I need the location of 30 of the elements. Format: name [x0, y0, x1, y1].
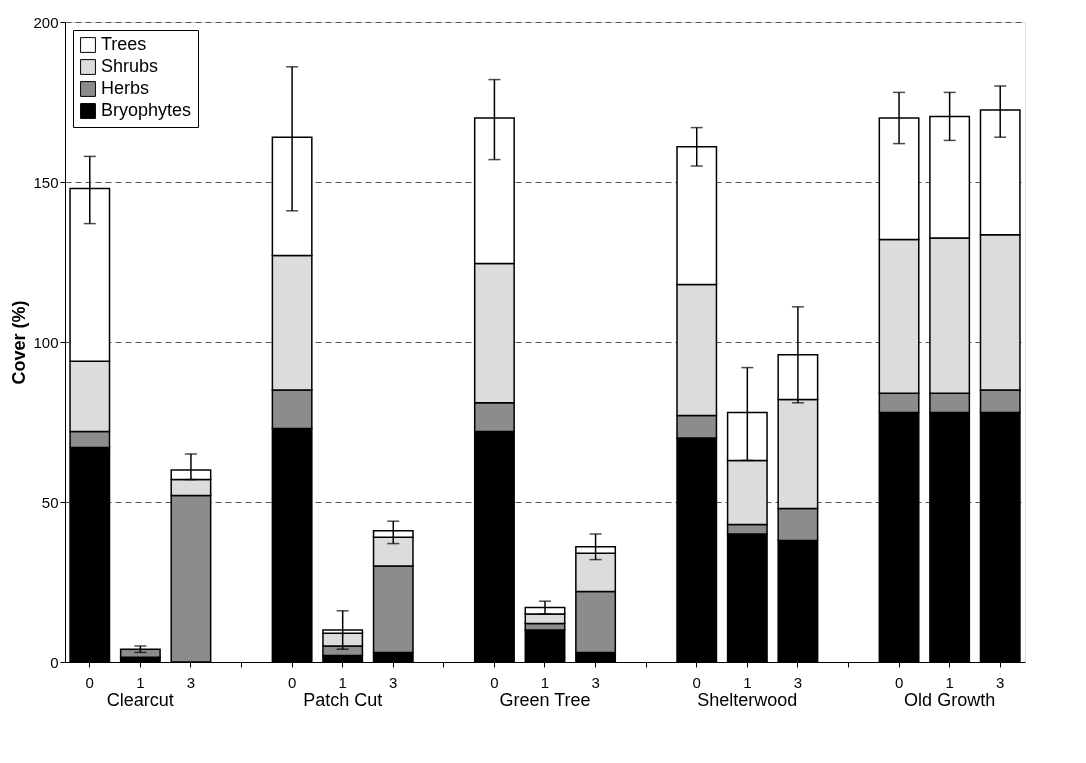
x-tick-label: 3 — [186, 673, 196, 691]
x-tick-label: 0 — [894, 673, 904, 691]
text: Green Tree — [499, 690, 591, 710]
y-axis-title: Cover (%) — [9, 300, 30, 385]
x-tick-label: 3 — [591, 673, 600, 691]
legend-label: Shrubs — [101, 56, 159, 76]
x-tick-label: 1 — [338, 673, 347, 691]
legend-label: Herbs — [101, 78, 150, 98]
y-tick-label: 150 — [33, 173, 59, 191]
text: Shelterwood — [697, 690, 798, 710]
legend-label: Bryophytes — [101, 100, 192, 120]
text: Clearcut — [106, 690, 174, 710]
y-tick-label: 200 — [33, 13, 59, 31]
x-tick-label: 3 — [793, 673, 803, 691]
text: Patch Cut — [303, 690, 383, 710]
legend-label: Trees — [101, 34, 147, 54]
x-tick-label: 0 — [490, 673, 499, 691]
x-tick-label: 0 — [85, 673, 94, 691]
x-tick-label: 0 — [692, 673, 701, 691]
x-tick-label: 1 — [945, 673, 954, 691]
x-tick-label: 3 — [389, 673, 398, 691]
y-tick-label: 0 — [50, 653, 59, 671]
x-tick-label: 1 — [743, 673, 752, 691]
x-tick-label: 1 — [136, 673, 145, 691]
y-tick-label: 100 — [33, 333, 59, 351]
x-tick-label: 3 — [996, 673, 1005, 691]
x-tick-label: 0 — [287, 673, 297, 691]
y-tick-label: 50 — [41, 493, 59, 511]
text: Old Growth — [904, 690, 996, 710]
x-tick-label: 1 — [540, 673, 550, 691]
